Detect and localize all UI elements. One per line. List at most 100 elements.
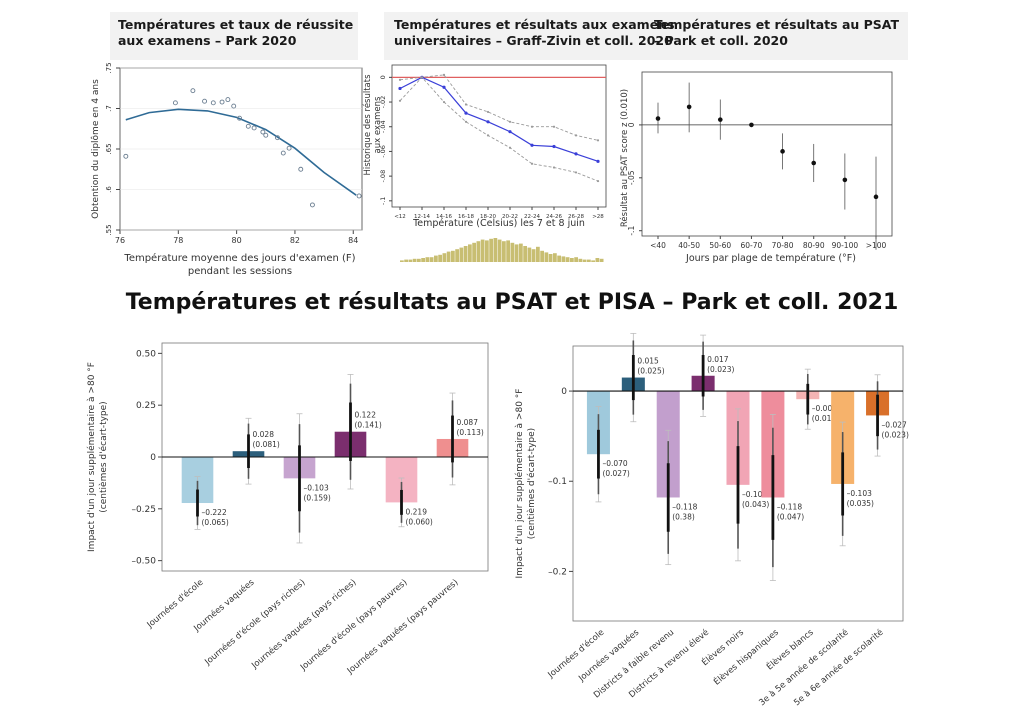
c5-category-label: Élèves hispaniques xyxy=(711,626,781,688)
c2-series-marker xyxy=(486,120,490,124)
c5-value-label: –0.104 xyxy=(742,490,767,499)
c2-series-marker xyxy=(442,73,446,76)
c2-histogram-bar xyxy=(574,257,578,262)
c2-ytick-label: -.02 xyxy=(379,96,387,109)
c1-xlabel: Température moyenne des jours d'examen (… xyxy=(123,252,355,277)
c4-error-label: (0.081) xyxy=(253,440,280,449)
c1-data-point xyxy=(245,123,251,129)
c2-series-line xyxy=(399,76,599,162)
c5-error-label: (0.035) xyxy=(847,499,874,508)
c2-xtick-label: 26-28 xyxy=(568,214,584,220)
c2-histogram-bar xyxy=(502,241,506,262)
c1-ylabel: Obtention du diplôme en 4 ans xyxy=(90,79,101,219)
c2-xtick-label: 18-20 xyxy=(480,214,496,220)
c4-error-label: (0.065) xyxy=(202,518,229,527)
c2-series-marker xyxy=(530,143,534,147)
c5-value-label: –0.070 xyxy=(602,459,627,468)
c2-histogram-bar xyxy=(489,238,493,262)
c2-series-line xyxy=(399,74,599,141)
panel1-title: Températures et taux de réussite aux exa… xyxy=(118,17,354,48)
c4-category-label: Journées d'école (pays riches) xyxy=(202,577,308,668)
c2-histogram-bar xyxy=(523,246,527,262)
c2-ytick-label: -.06 xyxy=(379,145,387,158)
c2-ytick-label: -.1 xyxy=(379,197,387,206)
c2-series-marker xyxy=(596,179,600,183)
header-band-2 xyxy=(384,12,646,60)
c2-series-marker xyxy=(398,99,402,102)
c2-histogram-bar xyxy=(578,258,583,262)
c4-error-label: (0.113) xyxy=(457,428,484,437)
c3-plot-frame xyxy=(641,71,893,237)
c2-histogram-bar xyxy=(591,260,595,262)
c5-value-label: –0.118 xyxy=(672,502,697,511)
c4-ytick-label: 0.25 xyxy=(136,401,156,411)
c1-data-point xyxy=(210,100,216,106)
c3-point xyxy=(717,117,723,122)
c3-xtick-label: 70-80 xyxy=(772,241,794,250)
c5-category-label: Journées vaquées xyxy=(576,627,642,685)
c2-xtick-label: 24-26 xyxy=(546,214,562,220)
c4-ytick-label: 0 xyxy=(150,453,156,463)
c2-ytick-label: -.08 xyxy=(379,170,387,183)
c4-category-label: Journées d'école (pays pauvres) xyxy=(297,577,409,673)
c2-histogram-bar xyxy=(493,238,498,262)
c1-fit-curve xyxy=(125,108,357,196)
c1-data-point xyxy=(172,100,178,106)
c1-data-point xyxy=(202,98,208,104)
c2-histogram-bar xyxy=(408,259,413,262)
c5-error-label: (0.025) xyxy=(637,367,664,376)
c1-xtick-label: 76 xyxy=(115,236,125,245)
c2-histogram-bar xyxy=(404,259,408,262)
header-band-3 xyxy=(646,12,908,60)
c2-histogram-bar xyxy=(540,250,544,262)
c3-ytick-label: -.1 xyxy=(627,226,636,236)
c3-point xyxy=(655,116,661,121)
c2-histogram-bar xyxy=(531,249,536,262)
c2-ylabel: Historique des résultatsaux examens xyxy=(362,74,383,176)
c2-series-marker xyxy=(552,144,556,149)
c3-ylabel: Résultat au PSAT score z (0.010) xyxy=(619,89,630,227)
c2-histogram-bar xyxy=(519,243,523,262)
c3-ytick-label: 0 xyxy=(627,122,636,127)
c2-series-marker xyxy=(552,125,556,128)
c1-data-point xyxy=(286,145,292,151)
c2-series-marker xyxy=(442,85,446,89)
c1-ytick-label: .75 xyxy=(105,62,113,73)
c2-histogram-bar xyxy=(417,258,421,262)
c4-value-label: 0.219 xyxy=(406,507,428,516)
c2-histogram-bar xyxy=(434,255,438,262)
c1-data-point xyxy=(274,135,280,141)
c1-data-point xyxy=(219,99,225,105)
c1-ytick-label: .6 xyxy=(105,186,113,193)
c2-histogram-bar xyxy=(548,254,553,262)
c2-histogram-bar xyxy=(480,239,485,262)
c2-ytick-label: -.04 xyxy=(379,120,387,133)
panel2-title: Températures et résultats aux examens un… xyxy=(394,17,675,48)
c3-point xyxy=(780,149,785,154)
c2-xtick-label: 14-16 xyxy=(436,214,452,220)
c2-series-marker xyxy=(574,134,578,137)
c2-histogram-bar xyxy=(595,258,600,262)
c3-xtick-label: 90-100 xyxy=(832,241,859,250)
c5-error-label: (0.047) xyxy=(777,512,804,521)
c1-xtick-label: 82 xyxy=(290,236,300,245)
c5-value-label: –0.009 xyxy=(812,404,837,413)
c2-xlabel: Température (Celsius) les 7 et 8 juin xyxy=(412,218,585,229)
c3-xtick-label: 80-90 xyxy=(803,241,825,250)
c4-error-label: (0.141) xyxy=(355,421,382,430)
c1-xtick-label: 78 xyxy=(173,236,183,245)
c2-histogram-bar xyxy=(587,259,591,262)
c2-series-marker xyxy=(486,110,490,114)
c2-histogram-bar xyxy=(570,258,574,262)
c5-ytick-label: 0 xyxy=(561,387,567,397)
c2-series-marker xyxy=(596,159,600,163)
header-band-1 xyxy=(110,12,358,60)
c1-data-point xyxy=(190,88,196,94)
c2-series-marker xyxy=(420,76,424,79)
c2-histogram-bar xyxy=(400,260,404,262)
c3-point xyxy=(686,104,692,110)
c5-value-label: –0.027 xyxy=(882,420,907,429)
c3-point xyxy=(749,122,754,128)
c5-error-label: (0.023) xyxy=(707,365,734,374)
